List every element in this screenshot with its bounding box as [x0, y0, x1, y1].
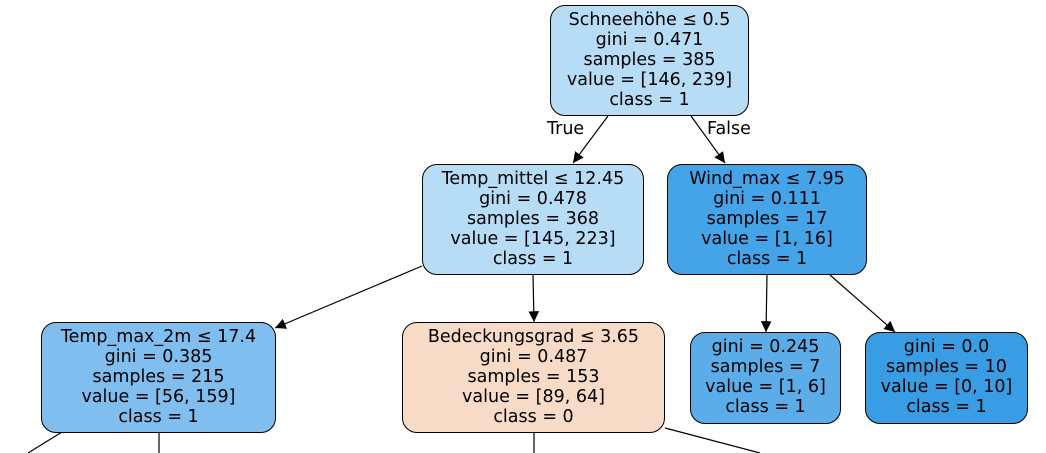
edge-left-leftleft	[274, 265, 423, 329]
samples-value: samples = 153	[467, 367, 600, 387]
samples-value: samples = 10	[886, 357, 1007, 377]
samples-value: samples = 215	[92, 367, 225, 387]
gini-value: gini = 0.0	[903, 337, 990, 357]
tree-node-left: Temp_mittel ≤ 12.45 gini = 0.478 samples…	[422, 164, 644, 275]
tree-leaf-right-right: gini = 0.0 samples = 10 value = [0, 10] …	[865, 332, 1028, 424]
edge-root-right	[690, 115, 726, 164]
edge-label-false: False	[707, 119, 751, 139]
samples-value: samples = 368	[467, 209, 599, 229]
tree-node-left-right: Bedeckungsgrad ≤ 3.65 gini = 0.487 sampl…	[402, 322, 665, 433]
class-label: class = 1	[118, 407, 199, 427]
class-counts: value = [0, 10]	[880, 377, 1013, 397]
samples-value: samples = 385	[583, 50, 716, 70]
split-condition: Temp_mittel ≤ 12.45	[441, 169, 625, 189]
split-condition: Schneehöhe ≤ 0.5	[568, 10, 731, 30]
class-label: class = 1	[609, 90, 690, 110]
class-counts: value = [145, 223]	[450, 229, 616, 249]
edge-leftleft-cont1	[27, 431, 63, 453]
edge-label-true: True	[547, 119, 585, 139]
split-condition: Temp_max_2m ≤ 17.4	[60, 327, 257, 347]
edge-right-rightright	[829, 274, 896, 333]
edge-root-left	[572, 115, 609, 164]
gini-value: gini = 0.471	[595, 30, 704, 50]
class-label: class = 1	[906, 397, 987, 417]
split-condition: Bedeckungsgrad ≤ 3.65	[427, 327, 640, 347]
class-label: class = 0	[493, 407, 574, 427]
edge-right-rightleft	[760, 274, 772, 333]
class-label: class = 1	[492, 249, 574, 269]
split-condition: Wind_max ≤ 7.95	[689, 169, 845, 189]
tree-leaf-right-left: gini = 0.245 samples = 7 value = [1, 6] …	[690, 332, 841, 424]
class-counts: value = [1, 6]	[705, 377, 826, 397]
gini-value: gini = 0.245	[711, 337, 820, 357]
class-counts: value = [56, 159]	[81, 387, 236, 407]
gini-value: gini = 0.487	[479, 347, 588, 367]
tree-node-root: Schneehöhe ≤ 0.5 gini = 0.471 samples = …	[550, 5, 749, 116]
samples-value: samples = 7	[710, 357, 821, 377]
class-counts: value = [146, 239]	[566, 70, 733, 90]
tree-node-right: Wind_max ≤ 7.95 gini = 0.111 samples = 1…	[667, 164, 867, 275]
class-counts: value = [1, 16]	[701, 229, 833, 249]
edge-leftright-cont2	[664, 427, 761, 453]
gini-value: gini = 0.111	[713, 189, 821, 209]
samples-value: samples = 17	[706, 209, 828, 229]
class-label: class = 1	[726, 249, 808, 269]
edge-left-leftright	[528, 274, 540, 323]
gini-value: gini = 0.478	[479, 189, 587, 209]
gini-value: gini = 0.385	[104, 347, 213, 367]
class-label: class = 1	[725, 397, 806, 417]
class-counts: value = [89, 64]	[462, 387, 605, 407]
tree-node-left-left: Temp_max_2m ≤ 17.4 gini = 0.385 samples …	[41, 322, 276, 433]
